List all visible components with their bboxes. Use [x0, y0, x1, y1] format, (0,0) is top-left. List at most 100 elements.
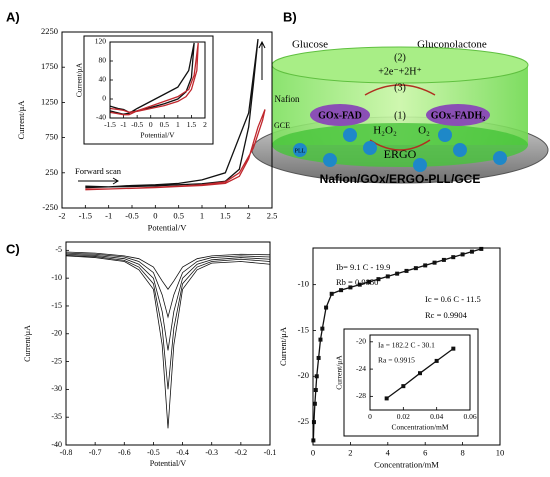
- data-line: [65, 252, 271, 319]
- annotation: Ra = 0.9915: [378, 356, 415, 365]
- y-tick-label: -40: [96, 113, 106, 122]
- data-point: [324, 305, 329, 310]
- y-tick-label: -25: [51, 356, 62, 365]
- x-axis-label: Concentration/mM: [374, 459, 439, 469]
- diagram: [251, 46, 549, 184]
- panel-label: A): [6, 9, 20, 24]
- y-tick-label: 120: [95, 37, 107, 46]
- plot-frame: [65, 241, 271, 446]
- y-tick-label: 0: [102, 94, 106, 103]
- y-axis-label: Current/μA: [23, 325, 32, 362]
- x-tick-label: -0.1: [264, 448, 277, 457]
- x-axis-label: Potential/V: [150, 459, 187, 468]
- x-tick-label: -0.6: [118, 448, 131, 457]
- annotation: Rc = 0.9904: [425, 310, 468, 320]
- diagram-label: GOx-FADH₂: [431, 110, 485, 121]
- y-tick-label: -20: [298, 370, 309, 380]
- diagram-label: Nafion: [275, 94, 300, 104]
- x-tick-label: 6: [423, 447, 427, 457]
- x-tick-label: -1: [105, 210, 112, 220]
- plot-frame: [109, 41, 206, 119]
- diagram-label: GCE: [274, 121, 290, 130]
- y-tick-label: -20: [356, 337, 366, 346]
- data-line: [65, 255, 271, 429]
- data-point: [318, 337, 323, 342]
- x-tick-label: 0.5: [160, 120, 170, 129]
- x-tick-label: -0.3: [205, 448, 218, 457]
- x-tick-label: 1: [176, 120, 180, 129]
- x-tick-label: 0: [149, 120, 153, 129]
- data-line: [65, 251, 271, 290]
- data-point: [320, 326, 325, 331]
- data-point: [329, 291, 334, 296]
- x-tick-label: 2.5: [267, 210, 278, 220]
- annotation: Forward scan: [75, 166, 122, 176]
- diagram-label: Gluconolactone: [417, 39, 487, 51]
- x-tick-label: -0.7: [89, 448, 102, 457]
- diagram-label: (1): [394, 110, 406, 121]
- data-point: [418, 371, 422, 376]
- x-tick-label: -0.8: [60, 448, 73, 457]
- diagram-label: +2e⁻+2H⁺: [378, 66, 422, 77]
- y-tick-label: -24: [356, 364, 366, 373]
- data-point: [384, 396, 389, 401]
- x-tick-label: 1.5: [220, 210, 231, 220]
- x-tick-label: 10: [496, 447, 505, 457]
- x-tick-label: 0.5: [173, 210, 184, 220]
- y-tick-label: -20: [51, 329, 62, 338]
- x-tick-label: -2: [58, 210, 65, 220]
- y-tick-label: -40: [51, 440, 62, 449]
- panel-label: B): [283, 9, 297, 24]
- data-point: [316, 355, 321, 360]
- data-point: [376, 277, 381, 282]
- annotation: Ic = 0.6 C - 11.5: [425, 294, 481, 304]
- annotation: Ib= 9.1 C - 19.9: [336, 262, 390, 272]
- x-tick-label: 4: [386, 447, 391, 457]
- y-tick-label: 1250: [41, 96, 58, 106]
- data-point: [441, 257, 446, 262]
- x-tick-label: -1.5: [79, 210, 92, 220]
- data-point: [451, 255, 456, 260]
- diagram-label: ERGO: [384, 147, 417, 161]
- data-point: [432, 260, 437, 265]
- data-point: [367, 279, 372, 284]
- y-tick-label: -5: [55, 245, 62, 254]
- diagram-label: Glucose: [292, 39, 328, 51]
- x-tick-label: 0: [153, 210, 157, 220]
- x-tick-label: 0: [311, 447, 315, 457]
- data-point: [423, 263, 428, 268]
- data-point: [460, 252, 465, 257]
- y-tick-label: -10: [298, 279, 309, 289]
- data-point: [395, 271, 400, 276]
- y-tick-label: -30: [51, 384, 62, 393]
- data-line: [65, 253, 271, 351]
- plot-frame: [369, 334, 471, 411]
- x-tick-label: -0.5: [131, 120, 143, 129]
- x-tick-label: 2: [348, 447, 352, 457]
- diagram-label: PLL: [295, 148, 306, 154]
- y-tick-label: -35: [51, 412, 62, 421]
- annotation: Rb = 0.9850: [336, 277, 378, 287]
- y-tick-label: -15: [298, 324, 309, 334]
- y-tick-label: 1750: [41, 61, 58, 71]
- data-point: [401, 384, 406, 389]
- data-point: [312, 401, 317, 406]
- inset-background: [343, 328, 479, 437]
- plot-frame: [61, 31, 273, 209]
- y-tick-label: -10: [51, 273, 62, 282]
- y-tick-label: 2250: [41, 26, 58, 36]
- y-tick-label: -15: [51, 301, 62, 310]
- panel-label: C): [6, 241, 20, 256]
- y-tick-label: 80: [99, 56, 107, 65]
- y-tick-label: 750: [45, 132, 58, 142]
- x-tick-label: -0.5: [125, 210, 138, 220]
- x-tick-label: 1.5: [187, 120, 197, 129]
- diagram-label: GOx-FAD: [318, 110, 362, 121]
- diagram-label: H₂O₂: [373, 125, 397, 137]
- x-tick-label: 0.06: [463, 412, 476, 421]
- data-point: [434, 358, 439, 363]
- diagram-label: (2): [394, 52, 406, 63]
- x-tick-label: -0.5: [147, 448, 160, 457]
- diagram-label: Nafion/GOx/ERGO-PLL/GCE: [320, 172, 481, 186]
- x-tick-label: -1.5: [104, 120, 116, 129]
